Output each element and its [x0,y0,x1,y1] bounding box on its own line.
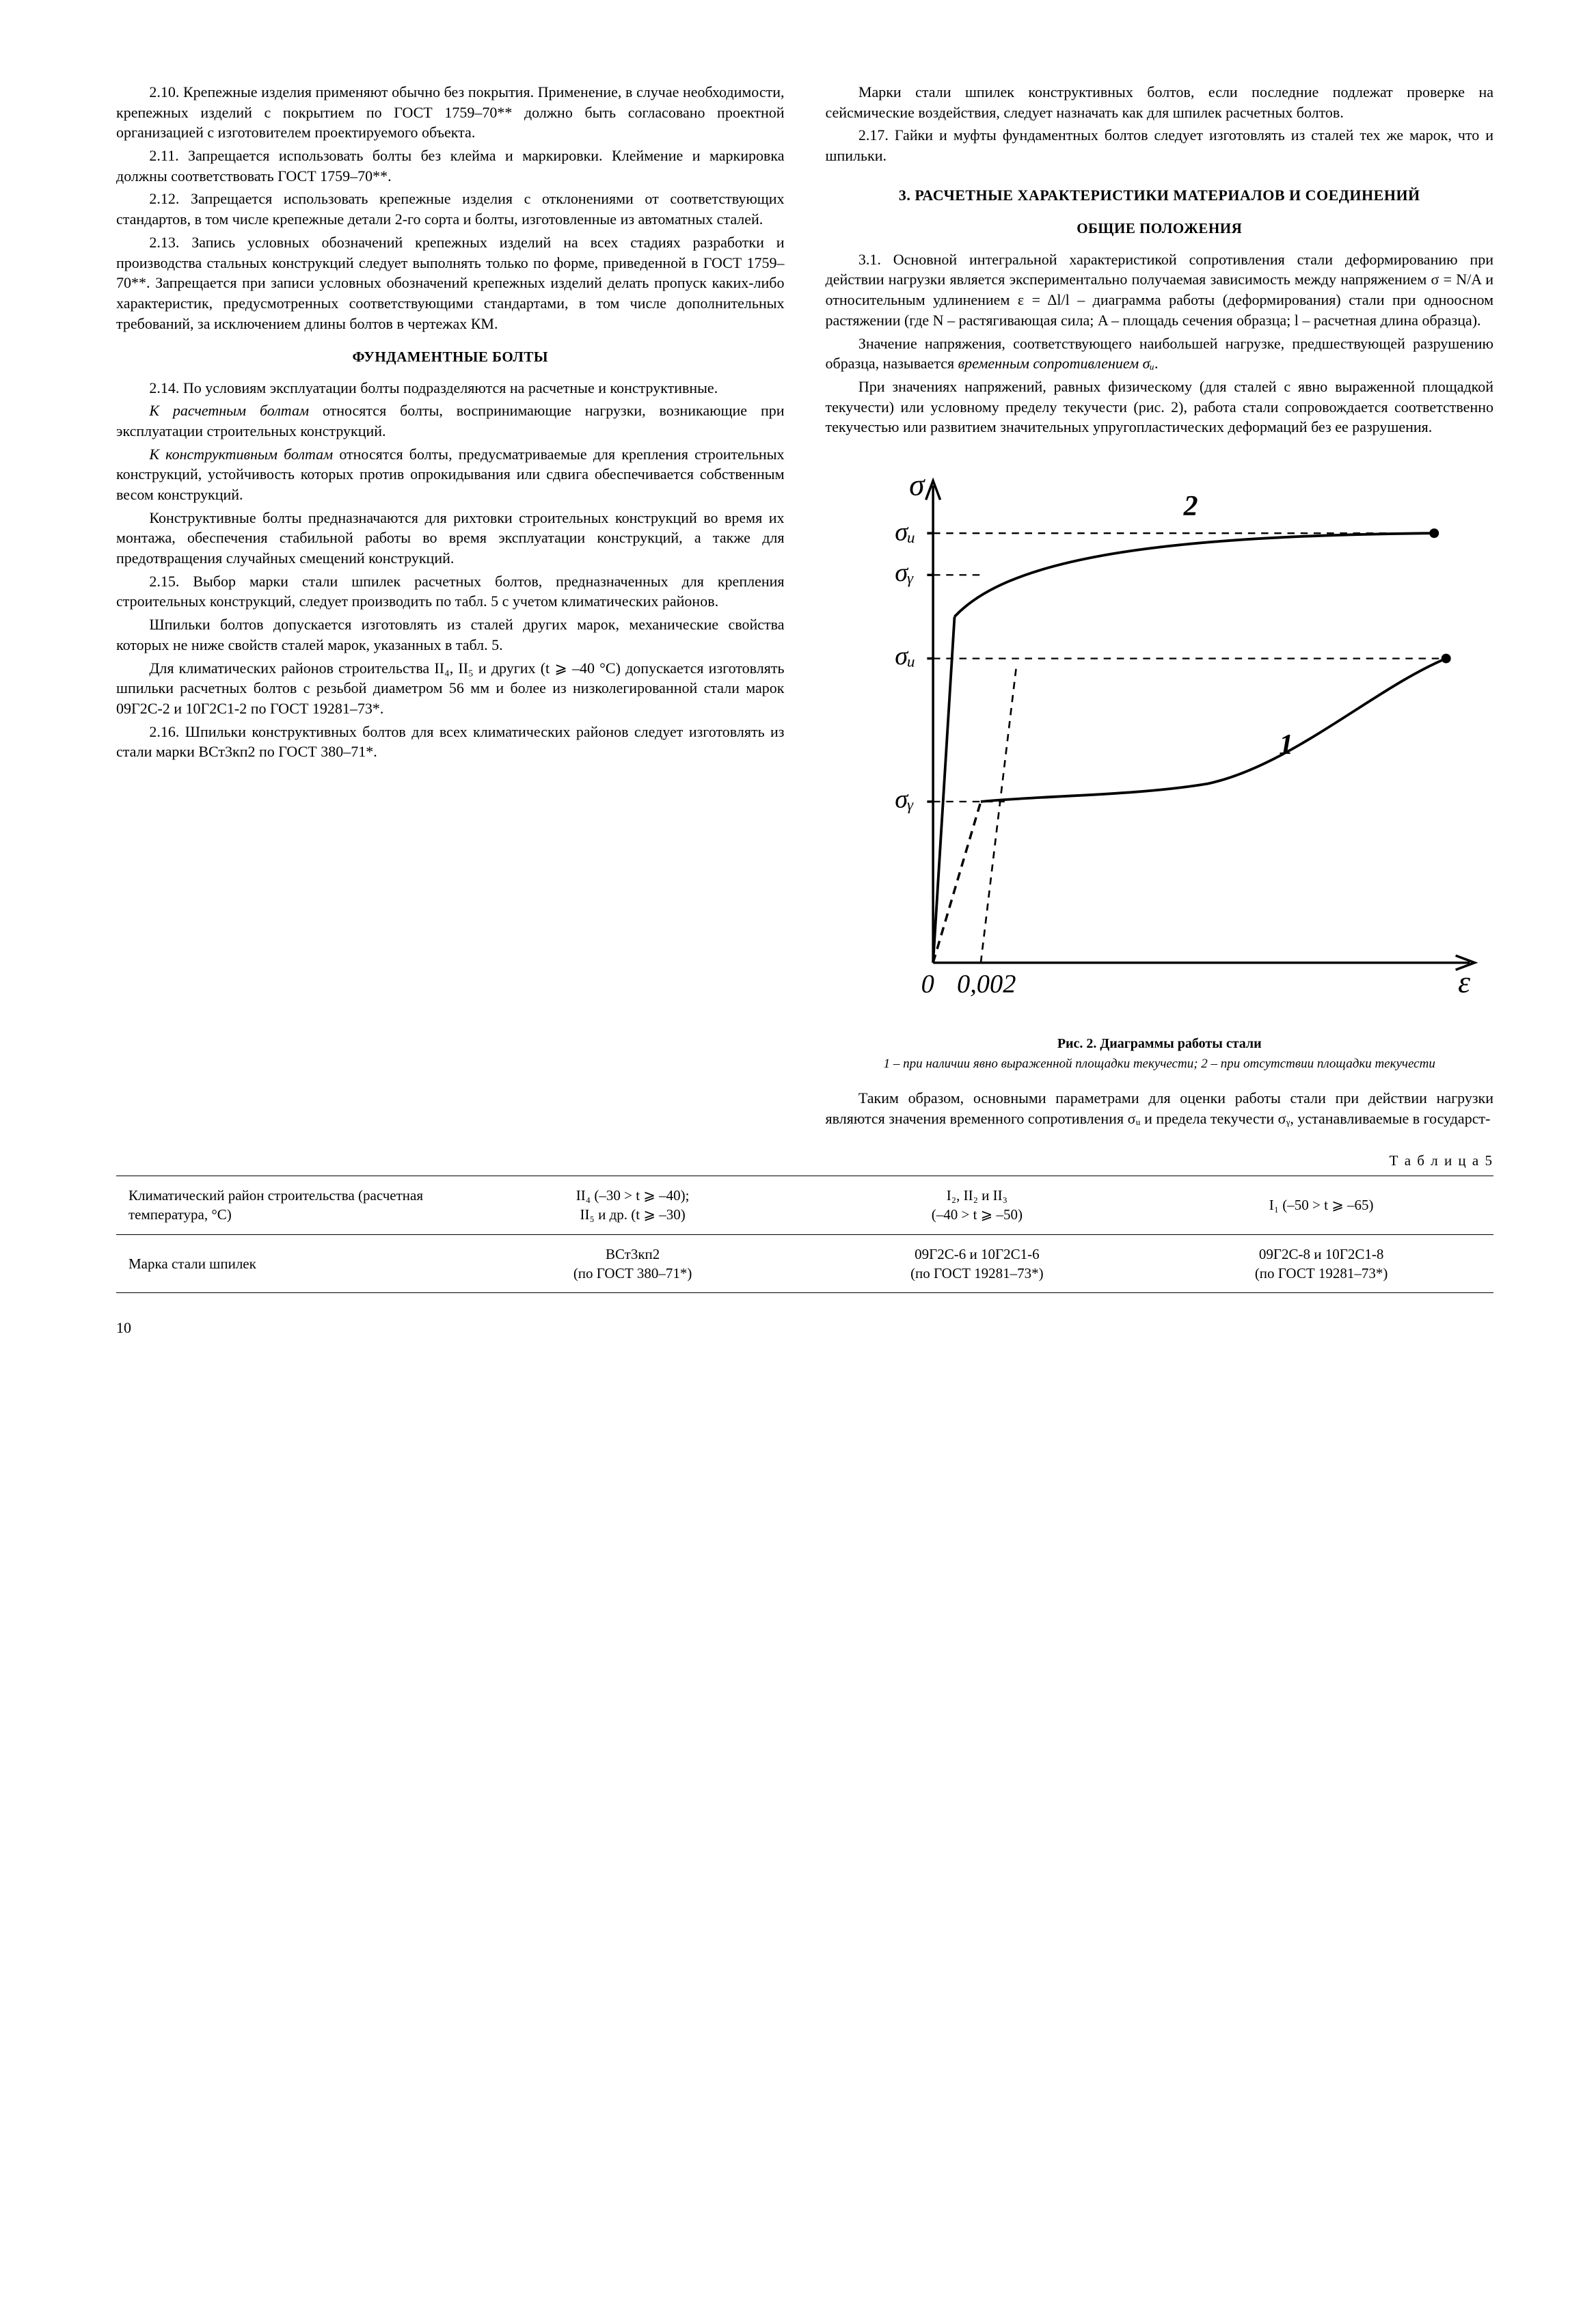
heading-foundation-bolts: ФУНДАМЕНТНЫЕ БОЛТЫ [116,347,785,366]
para-2-17: 2.17. Гайки и муфты фундаментных болтов … [826,125,1494,165]
para-2-11: 2.11. Запрещается использовать болты без… [116,146,785,186]
para-2-15c: Для климатических районов строительства … [116,658,785,719]
para-3-1b: Значение напряжения, соответствующего на… [826,334,1494,374]
para-3-1c: При значениях напряжений, равных физичес… [826,377,1494,437]
table-5: Климатический район строительства (расче… [116,1176,1493,1293]
para-2-13: 2.13. Запись условных обозначений крепеж… [116,232,785,334]
ytick-sigma-u-upper: σᵤ [895,518,915,547]
axis-y-label: σ [909,467,925,502]
axis-x-label: ε [1458,965,1470,999]
para-rasch: К расчетным болтам относятся болты, восп… [116,401,785,441]
table-5-label: Т а б л и ц а 5 [116,1151,1493,1170]
ytick-sigma-y-lower: σᵧ [895,785,914,814]
right-column: Марки стали шпилек конструктивных болтов… [826,82,1494,1132]
heading-section-3: 3. РАСЧЕТНЫЕ ХАРАКТЕРИСТИКИ МАТЕРИАЛОВ И… [826,185,1494,206]
table-cell: I₂, II₂ и II₃ (–40 > t ⩾ –50) [805,1176,1150,1234]
table-cell: 09Г2С-6 и 10Г2С1-6 (по ГОСТ 19281–73*) [805,1234,1150,1293]
para-2-12: 2.12. Запрещается использовать крепежные… [116,189,785,229]
xtick-0: 0 [921,970,934,999]
page-number: 10 [116,1318,1493,1338]
figure-2: σ ε [826,450,1494,1072]
table-cell: II₄ (–30 > t ⩾ –40); II₅ и др. (t ⩾ –30) [461,1176,805,1234]
para-top-right: Марки стали шпилек конструктивных болтов… [826,82,1494,122]
para-konst: К конструктивным болтам относятся болты,… [116,444,785,505]
figure-2-svg: σ ε [826,450,1494,1022]
curve-1-label: 1 [1279,729,1293,761]
curve-2-label: 2 [1182,491,1198,522]
para-3-1a: 3.1. Основной интегральной характеристик… [826,249,1494,331]
table-header-region: Климатический район строительства (расче… [116,1176,461,1234]
table-cell: 09Г2С-8 и 10Г2С1-8 (по ГОСТ 19281–73*) [1149,1234,1493,1293]
table-header-grade: Марка стали шпилек [116,1234,461,1293]
para-konst-2: Конструктивные болты предназначаются для… [116,508,785,569]
para-2-14: 2.14. По условиям эксплуатации болты под… [116,378,785,398]
table-row: Климатический район строительства (расче… [116,1176,1493,1234]
table-cell: ВСт3кп2 (по ГОСТ 380–71*) [461,1234,805,1293]
heading-general: ОБЩИЕ ПОЛОЖЕНИЯ [826,219,1494,238]
figure-2-caption: Рис. 2. Диаграммы работы стали 1 – при н… [826,1035,1494,1072]
para-2-15: 2.15. Выбор марки стали шпилек расчетных… [116,571,785,612]
para-2-10: 2.10. Крепежные изделия применяют обычно… [116,82,785,143]
para-2-15b: Шпильки болтов допускается изготовлять и… [116,614,785,655]
table-row: Марка стали шпилек ВСт3кп2 (по ГОСТ 380–… [116,1234,1493,1293]
ytick-sigma-y-upper: σᵧ [895,558,914,587]
ytick-sigma-u-lower: σᵤ [895,642,915,670]
para-2-16: 2.16. Шпильки конструктивных болтов для … [116,722,785,762]
xtick-002: 0,002 [957,970,1016,999]
left-column: 2.10. Крепежные изделия применяют обычно… [116,82,785,1132]
table-cell: I₁ (–50 > t ⩾ –65) [1149,1176,1493,1234]
para-after-fig: Таким образом, основными параметрами для… [826,1088,1494,1128]
